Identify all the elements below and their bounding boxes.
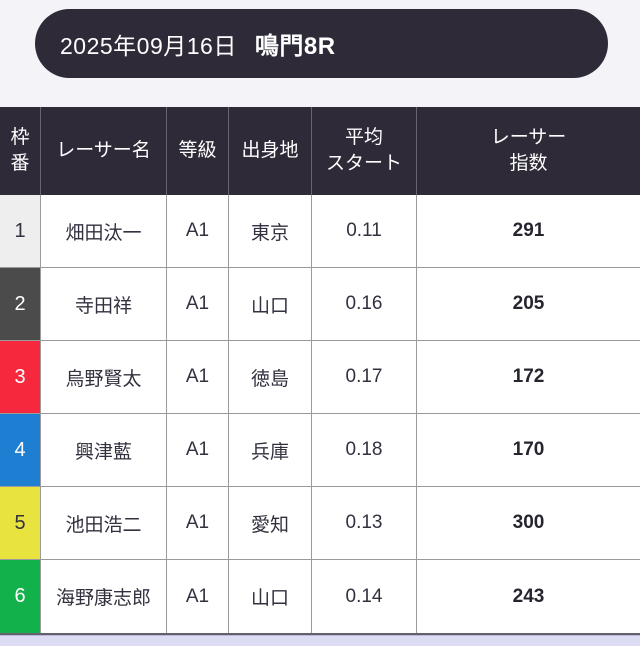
- racer-index-cell: 243: [512, 585, 545, 607]
- avg-start-cell: 0.18: [312, 414, 417, 487]
- origin-cell: 山口: [229, 560, 312, 633]
- frame-number-cell: 1: [0, 195, 41, 268]
- avg-start-cell: 0.11: [312, 195, 417, 268]
- origin-cell: 愛知: [229, 487, 312, 560]
- racer-name-cell: 興津藍: [41, 414, 167, 487]
- grade-cell: A1: [167, 414, 229, 487]
- table-header-row: 枠 番 レーサー名 等級 出身地 平均 スタート レーサー 指数: [0, 107, 640, 195]
- origin-cell: 徳島: [229, 341, 312, 414]
- frame-number-cell: 6: [0, 560, 41, 633]
- column-header-origin: 出身地: [229, 107, 312, 195]
- top-area: 2025年09月16日 鳴門8R: [0, 0, 640, 107]
- column-header-avg-start: 平均 スタート: [312, 107, 417, 195]
- frame-number-cell: 2: [0, 268, 41, 341]
- racer-name-cell: 海野康志郎: [41, 560, 167, 633]
- table-row: 5 池田浩二 A1 愛知 0.13 300: [0, 487, 640, 560]
- racer-index-cell: 170: [417, 414, 640, 487]
- table-row: 3 烏野賢太 A1 徳島 0.17 172: [0, 341, 640, 414]
- racer-name-cell: 烏野賢太: [41, 341, 167, 414]
- racer-table: 枠 番 レーサー名 等級 出身地 平均 スタート レーサー 指数 1 畑田汰一 …: [0, 107, 640, 635]
- frame-number-cell: 4: [0, 414, 41, 487]
- racer-index-cell: 172: [417, 341, 640, 414]
- column-header-racer-index: レーサー 指数: [490, 127, 567, 174]
- grade-cell: A1: [167, 268, 229, 341]
- race-name: 鳴門8R: [254, 33, 336, 60]
- column-header-racer-name: レーサー名: [41, 107, 167, 195]
- racer-name-cell: 池田浩二: [41, 487, 167, 560]
- racer-name-cell: 寺田祥: [41, 268, 167, 341]
- race-header-pill: 2025年09月16日 鳴門8R: [35, 9, 608, 78]
- grade-cell: A1: [167, 341, 229, 414]
- bottom-strip: [0, 635, 640, 646]
- origin-cell: 東京: [229, 195, 312, 268]
- avg-start-cell: 0.13: [312, 487, 417, 560]
- racer-index-cell: 205: [417, 268, 640, 341]
- racer-name-cell: 畑田汰一: [41, 195, 167, 268]
- table-row: 4 興津藍 A1 兵庫 0.18 170: [0, 414, 640, 487]
- racer-index-cell: 291: [417, 195, 640, 268]
- origin-cell: 山口: [229, 268, 312, 341]
- grade-cell: A1: [167, 560, 229, 633]
- frame-number-cell: 3: [0, 341, 41, 414]
- racer-index-cell: 300: [417, 487, 640, 560]
- table-row: 1 畑田汰一 A1 東京 0.11 291: [0, 195, 640, 268]
- grade-cell: A1: [167, 195, 229, 268]
- frame-number-cell: 5: [0, 487, 41, 560]
- table-body: 1 畑田汰一 A1 東京 0.11 291 2 寺田祥 A1 山口 0.16 2…: [0, 195, 640, 635]
- column-header-frame-number: 枠 番: [0, 107, 41, 195]
- avg-start-cell: 0.17: [312, 341, 417, 414]
- column-header-grade: 等級: [167, 107, 229, 195]
- table-row: 2 寺田祥 A1 山口 0.16 205: [0, 268, 640, 341]
- origin-cell: 兵庫: [229, 414, 312, 487]
- table-row: 6 海野康志郎 A1 山口 0.14 243: [0, 560, 640, 633]
- race-date: 2025年09月16日: [60, 32, 237, 59]
- grade-cell: A1: [167, 487, 229, 560]
- avg-start-cell: 0.14: [312, 560, 417, 633]
- avg-start-cell: 0.16: [312, 268, 417, 341]
